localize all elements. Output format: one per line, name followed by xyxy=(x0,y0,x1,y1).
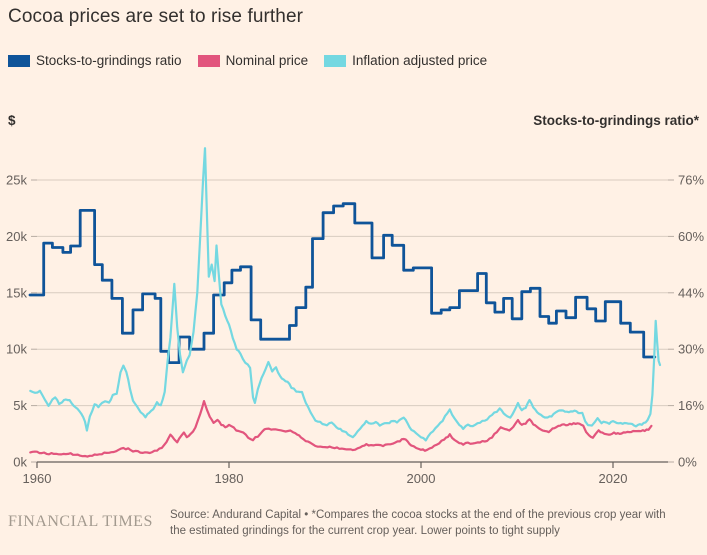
left-axis-tick-label: 25k xyxy=(6,173,27,188)
legend-swatch xyxy=(197,54,220,67)
legend-label: Nominal price xyxy=(225,53,309,68)
left-axis-tick-label: 20k xyxy=(6,229,27,244)
x-axis-tick-label: 2000 xyxy=(407,471,436,486)
legend: Stocks-to-grindings ratio Nominal price In… xyxy=(8,53,487,68)
nominal-price-line xyxy=(29,400,653,458)
inflation-adjusted-price-line xyxy=(29,147,662,442)
source-note: Source: Andurand Capital • *Compares the… xyxy=(170,507,700,539)
right-axis-title: Stocks-to-grindings ratio* xyxy=(533,113,699,128)
x-axis-tick-label: 1980 xyxy=(215,471,244,486)
right-axis-tick-label: 76% xyxy=(678,173,704,188)
legend-item-3: Inflation adjusted price xyxy=(324,53,487,68)
right-axis-tick-label: 44% xyxy=(678,285,704,300)
legend-label: Stocks-to-grindings ratio xyxy=(36,53,182,68)
left-axis-tick-label: 5k xyxy=(13,398,27,413)
left-axis-tick-label: 10k xyxy=(6,342,27,357)
left-axis-tick-label: 0k xyxy=(13,455,27,470)
legend-item-2: Nominal price xyxy=(197,53,309,68)
x-axis-tick-label: 2020 xyxy=(599,471,628,486)
legend-label: Inflation adjusted price xyxy=(352,53,488,68)
ft-logo: FINANCIAL TIMES xyxy=(8,513,153,530)
right-axis-tick-label: 0% xyxy=(678,455,697,470)
page-title: Cocoa prices are set to rise further xyxy=(8,6,304,27)
legend-swatch xyxy=(324,54,347,67)
stocks-to-grindings-line xyxy=(28,202,657,364)
right-axis-tick-label: 60% xyxy=(678,229,704,244)
right-axis-tick-label: 16% xyxy=(678,398,704,413)
right-axis-tick-label: 30% xyxy=(678,342,704,357)
x-axis-tick-label: 1960 xyxy=(23,471,52,486)
left-axis-tick-label: 15k xyxy=(6,285,27,300)
left-axis-title: $ xyxy=(8,113,16,128)
source-line-1: Source: Andurand Capital • *Compares the… xyxy=(170,509,666,521)
source-line-2: the estimated grindings for the current … xyxy=(170,525,560,538)
legend-item-1: Stocks-to-grindings ratio xyxy=(8,53,182,68)
legend-swatch xyxy=(8,54,30,67)
